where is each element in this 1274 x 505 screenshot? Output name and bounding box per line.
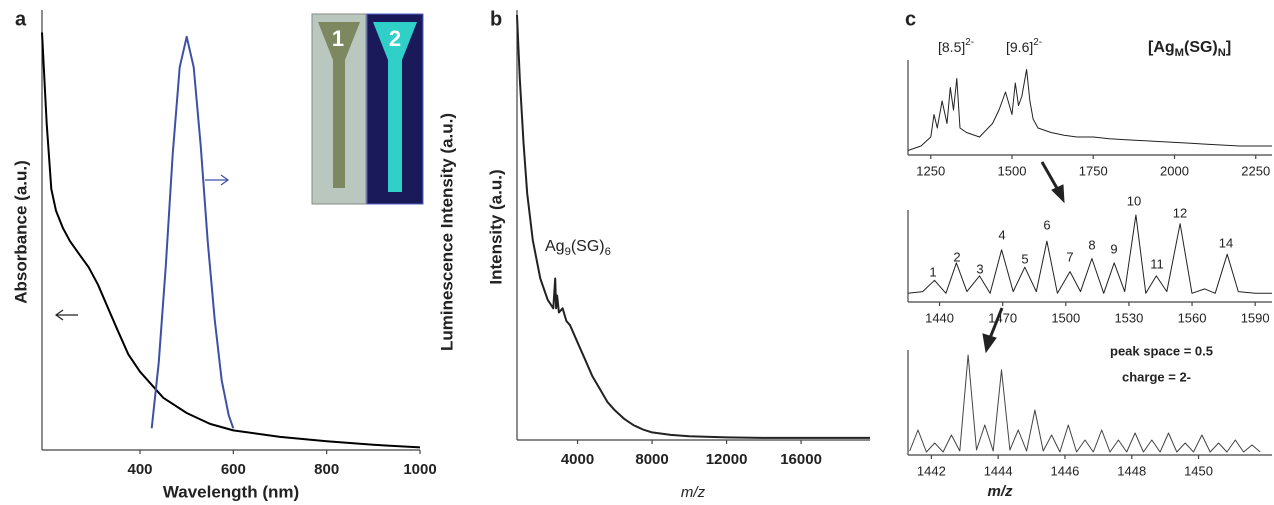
spectrum-line <box>909 354 1261 453</box>
peak-label: 3 <box>976 261 983 276</box>
arrow-zoom-1 <box>1040 161 1065 204</box>
x-tick-label: 1500 <box>998 163 1027 178</box>
x-tick-label: 1590 <box>1241 310 1270 325</box>
x-tick-label: 1450 <box>1184 463 1213 478</box>
annotation-part: [9.6] <box>1006 39 1033 55</box>
x-tick-label: 1000 <box>403 461 436 478</box>
annotation-part: [8.5] <box>938 39 965 55</box>
note: charge = 2- <box>1122 369 1191 384</box>
inset-liquid-2 <box>373 22 417 192</box>
panel-label: c <box>905 8 916 30</box>
x-tick-label: 1500 <box>1051 310 1080 325</box>
inset-label: 2 <box>389 26 401 51</box>
peak-label: 1 <box>929 264 936 279</box>
peak-label: 9 <box>1110 241 1117 256</box>
x-tick-label: 8000 <box>635 451 668 468</box>
arrow-zoom-2 <box>982 307 1004 354</box>
annotation-part: Ag <box>545 238 565 255</box>
y2-axis-label: Luminescence Intensity (a.u.) <box>437 113 456 351</box>
x-tick-label: 1446 <box>1050 463 1079 478</box>
x-tick-label: 12000 <box>706 451 748 468</box>
x-tick-label: 16000 <box>780 451 822 468</box>
peak-label: 11 <box>1150 256 1164 271</box>
annotation-part: (SG) <box>571 238 605 255</box>
y-axis-label: Intensity (a.u.) <box>486 169 505 284</box>
inset-label: 1 <box>332 26 344 51</box>
annotation-part: (SG) <box>1184 39 1218 56</box>
spectrum-line <box>150 35 235 429</box>
annotation: [AgM(SG)N] <box>1148 39 1231 59</box>
x-tick-label: 4000 <box>561 451 594 468</box>
peak-label: 2 <box>953 249 960 264</box>
peak-label: 5 <box>1021 251 1028 266</box>
arrow-left <box>54 309 78 321</box>
x-tick-label: 2250 <box>1241 163 1270 178</box>
peak-label: 12 <box>1173 205 1187 220</box>
annotation-part: N <box>1218 47 1226 59</box>
x-axis-label: m/z <box>987 483 1013 500</box>
x-axis-label: Wavelength (nm) <box>163 482 299 501</box>
annotation-part: 2- <box>1033 37 1042 48</box>
peak-label: 6 <box>1043 217 1050 232</box>
spectrum-line <box>41 32 421 449</box>
annotation-part: 6 <box>605 246 611 258</box>
peak-label: 4 <box>998 227 1005 242</box>
x-tick-label: 800 <box>314 461 339 478</box>
peak-label: 14 <box>1219 235 1233 250</box>
annotation: [9.6]2- <box>1006 37 1042 55</box>
arrow-right <box>205 174 230 186</box>
peak-label: 10 <box>1127 193 1141 208</box>
annotation-part: 9 <box>565 246 571 258</box>
x-axis-label: m/z <box>681 484 706 501</box>
panel-label: a <box>15 8 27 30</box>
annotation: Ag9(SG)6 <box>545 238 611 258</box>
spectrum-line <box>907 214 1272 294</box>
spectrum-line <box>516 14 870 439</box>
x-tick-label: 400 <box>127 461 152 478</box>
annotation-part: 2- <box>965 37 974 48</box>
inset-liquid-1 <box>318 22 360 188</box>
x-tick-label: 1440 <box>925 310 954 325</box>
spectrum-line <box>907 69 1272 151</box>
panel-label: b <box>490 8 502 30</box>
annotation-part: M <box>1175 47 1184 59</box>
x-tick-label: 1530 <box>1114 310 1143 325</box>
annotation-part: ] <box>1226 39 1231 56</box>
x-tick-label: 1444 <box>984 463 1013 478</box>
annotation-part: [Ag <box>1148 39 1175 56</box>
x-tick-label: 1442 <box>917 463 946 478</box>
x-tick-label: 1470 <box>988 310 1017 325</box>
x-tick-label: 1560 <box>1178 310 1207 325</box>
peak-label: 8 <box>1088 237 1095 252</box>
peak-label: 7 <box>1066 249 1073 264</box>
annotation: [8.5]2- <box>938 37 974 55</box>
x-tick-label: 2000 <box>1160 163 1189 178</box>
x-tick-label: 1448 <box>1117 463 1146 478</box>
x-tick-label: 1250 <box>916 163 945 178</box>
x-tick-label: 600 <box>221 461 246 478</box>
x-tick-label: 1750 <box>1079 163 1108 178</box>
y-axis-label: Absorbance (a.u.) <box>11 160 30 304</box>
note: peak space = 0.5 <box>1110 343 1213 358</box>
